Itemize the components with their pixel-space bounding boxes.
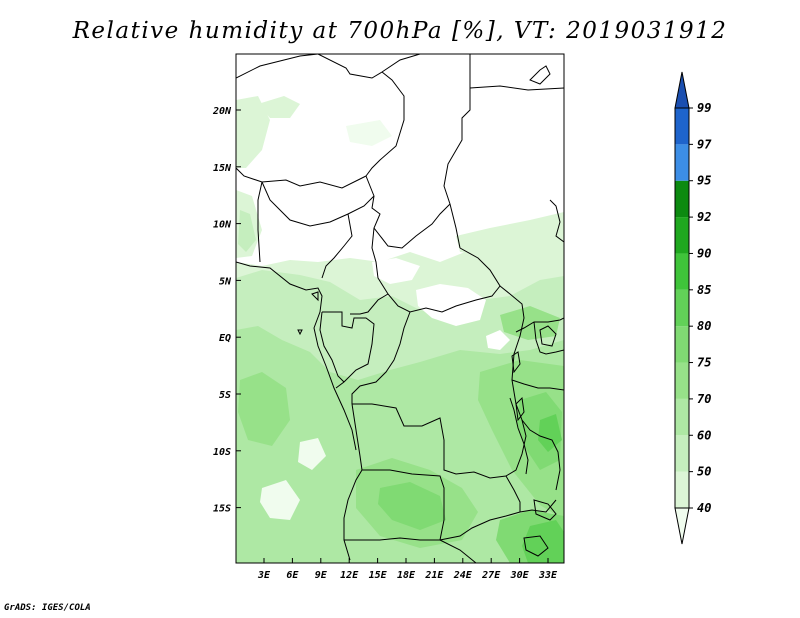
lat-tick-label: 10S	[213, 447, 231, 458]
colorbar-label: 90	[697, 246, 711, 260]
colorbar-label: 75	[697, 356, 711, 370]
humidity-area-80-south	[378, 482, 446, 530]
dry-pocket-5	[260, 480, 300, 520]
colorbar-label: 70	[697, 392, 711, 406]
lon-tick-label: 24E	[453, 570, 473, 581]
lon-tick-label: 3E	[257, 570, 271, 581]
lon-tick-label: 18E	[397, 570, 416, 581]
colorbar-swatch	[675, 398, 689, 436]
dry-pocket-2	[372, 258, 420, 284]
lat-tick-label: EQ	[219, 333, 231, 344]
colorbar-swatch	[675, 362, 689, 399]
credit-text: GrADS: IGES/COLA	[4, 603, 91, 613]
latitude-axis: 20N 15N 10N 5N EQ 5S 10S 15S	[212, 106, 241, 515]
lon-tick-label: 30E	[510, 570, 530, 581]
colorbar: 40 50 60 70 75 80 85 90 92 95 97 99	[674, 71, 712, 545]
lat-tick-label: 5N	[219, 276, 232, 287]
humidity-area-85	[522, 520, 564, 563]
lat-tick-label: 15S	[213, 504, 231, 515]
colorbar-label: 40	[697, 501, 711, 515]
colorbar-label: 99	[697, 101, 711, 115]
colorbar-swatch	[675, 326, 689, 363]
north-moist-band	[258, 96, 300, 118]
colorbar-swatch	[675, 471, 689, 508]
colorbar-label: 92	[697, 210, 711, 224]
colorbar-label: 85	[697, 283, 711, 297]
lon-tick-label: 27E	[481, 570, 501, 581]
colorbar-swatch	[675, 144, 689, 181]
dry-pocket-3	[486, 330, 510, 350]
country-borders	[236, 54, 564, 563]
lon-tick-label: 21E	[424, 570, 444, 581]
colorbar-label: 95	[697, 174, 711, 188]
colorbar-swatch	[675, 435, 689, 472]
colorbar-swatch	[675, 217, 689, 254]
north-moist-coast-core	[238, 210, 256, 252]
colorbar-under-triangle	[674, 507, 690, 545]
map-title: Relative humidity at 700hPa [%], VT: 201…	[72, 18, 728, 44]
colorbar-swatch	[675, 108, 689, 145]
dry-pocket-1	[416, 284, 486, 326]
map-frame	[235, 53, 565, 564]
north-moist-center	[346, 120, 392, 146]
lat-tick-label: 10N	[213, 220, 232, 231]
lat-tick-label: 5S	[219, 390, 231, 401]
humidity-shading	[236, 96, 564, 563]
colorbar-label: 60	[697, 428, 711, 442]
colorbar-swatch	[675, 289, 689, 327]
colorbar-outline	[674, 107, 690, 509]
lon-tick-label: 33E	[538, 570, 558, 581]
lon-tick-label: 9E	[315, 570, 328, 581]
lon-tick-label: 6E	[286, 570, 299, 581]
humidity-area-75-ne	[500, 306, 560, 340]
colorbar-swatch	[675, 180, 689, 218]
colorbar-label: 80	[697, 319, 711, 333]
humidity-area-85-east	[538, 414, 562, 452]
lon-tick-label: 15E	[369, 570, 388, 581]
lat-tick-label: 15N	[213, 163, 232, 174]
dry-pocket-4	[298, 438, 326, 470]
longitude-axis: 3E 6E 9E 12E 15E 18E 21E 24E 27E 30E 33E	[257, 558, 558, 581]
colorbar-swatch	[675, 253, 689, 290]
east-moist-band	[456, 212, 564, 256]
colorbar-over-triangle	[674, 71, 690, 109]
humidity-area-75-west	[238, 372, 290, 446]
colorbar-label: 97	[697, 137, 712, 151]
lon-tick-label: 12E	[340, 570, 359, 581]
lat-tick-label: 20N	[212, 106, 232, 117]
colorbar-label: 50	[697, 465, 711, 479]
north-moist-west	[236, 96, 270, 168]
